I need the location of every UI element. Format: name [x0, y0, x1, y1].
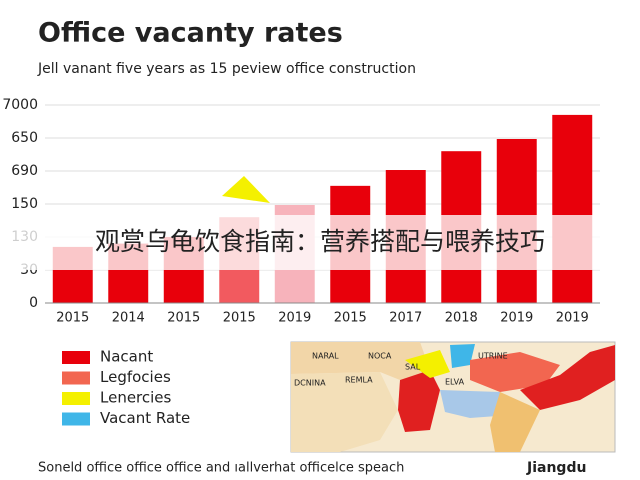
map-label: DCNINA [294, 379, 326, 388]
legend-label: Nacant [100, 348, 153, 366]
y-tick-label: 0 [29, 295, 38, 311]
footer-text: Soneld office office office and ıallverh… [38, 461, 404, 476]
map-label: UTRINE [478, 352, 508, 361]
legend-swatch [62, 412, 90, 426]
legend-swatch [62, 351, 90, 364]
x-tick-label: 2017 [389, 311, 422, 326]
map-region [490, 392, 540, 452]
map-label: SAL [405, 363, 421, 372]
legend-swatch [62, 392, 90, 405]
bar [552, 114, 593, 304]
x-tick-label: 2015 [167, 311, 200, 326]
map-label: ELVA [445, 378, 465, 387]
map-label: NOCA [368, 352, 392, 361]
chart-subtitle: Jell vanant five years as 15 peview offi… [37, 61, 416, 77]
chart-title: Office vacanty rates [38, 18, 343, 49]
map-label: NARAL [312, 352, 339, 361]
map-region [405, 350, 450, 378]
legend-label: Legfocies [100, 368, 171, 386]
map-region [440, 390, 510, 418]
map-region [291, 372, 398, 452]
y-tick-label: 150 [11, 196, 38, 212]
legend-swatch [62, 371, 90, 385]
legend-label: Lenercies [100, 389, 172, 407]
map-region [520, 345, 615, 410]
map-region [470, 352, 560, 392]
overlay-banner [0, 215, 640, 270]
x-tick-label: 2019 [278, 311, 311, 326]
annotation-arrow [222, 176, 270, 203]
map [290, 341, 616, 453]
x-tick-label: 2018 [445, 311, 478, 326]
overlay-text: 观赏乌龟饮食指南：营养搭配与喂养技巧 [95, 227, 545, 256]
x-tick-label: 2019 [500, 311, 533, 326]
legend-label: Vacant Rate [100, 409, 190, 427]
y-tick-label: 650 [11, 130, 38, 146]
map-region [291, 342, 430, 380]
y-tick-label: 7000 [2, 97, 38, 113]
x-tick-label: 2015 [223, 311, 256, 326]
x-tick-label: 2014 [112, 311, 145, 326]
y-tick-label: 690 [11, 163, 38, 179]
x-tick-label: 2015 [334, 311, 367, 326]
source-label: Jiangdu [526, 460, 586, 476]
map-region [450, 344, 475, 368]
x-tick-label: 2019 [556, 311, 589, 326]
x-tick-label: 2015 [56, 311, 89, 326]
map-label: REMLA [345, 376, 373, 385]
map-region [398, 370, 440, 432]
